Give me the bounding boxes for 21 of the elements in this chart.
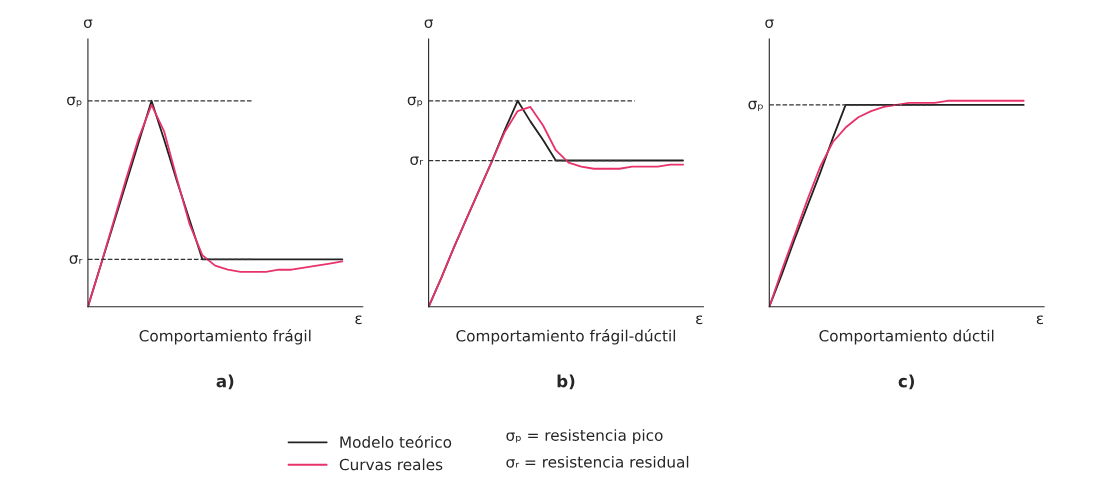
text: b): [557, 374, 575, 390]
text: Comportamiento frágil: [139, 329, 311, 345]
x-axis-title: ε: [696, 315, 703, 325]
text: Comportamiento dúctil: [819, 329, 994, 345]
legend-label: Modelo teórico: [340, 435, 452, 448]
x-axis-title: ε: [1036, 315, 1044, 325]
ref-line-label: σₚ: [748, 100, 763, 111]
y-axis-title: σ: [424, 19, 433, 28]
text: c): [898, 374, 914, 390]
x-axis-title: ε: [355, 315, 362, 325]
ref-line-label: σₚ: [407, 96, 423, 107]
text: a): [216, 374, 234, 390]
ref-line-label: σᵣ: [410, 156, 424, 165]
ref-line-label: σᵣ: [69, 255, 83, 264]
ref-line-label: σₚ: [67, 96, 82, 107]
legend-label: Curvas reales: [339, 458, 443, 471]
y-axis-title: σ: [765, 19, 774, 28]
y-axis-title: σ: [83, 19, 93, 28]
text: σᵣ = resistencia residual: [506, 455, 689, 468]
text: Comportamiento frágil-dúctil: [456, 329, 676, 345]
text: σₚ = resistencia pico: [506, 429, 663, 444]
